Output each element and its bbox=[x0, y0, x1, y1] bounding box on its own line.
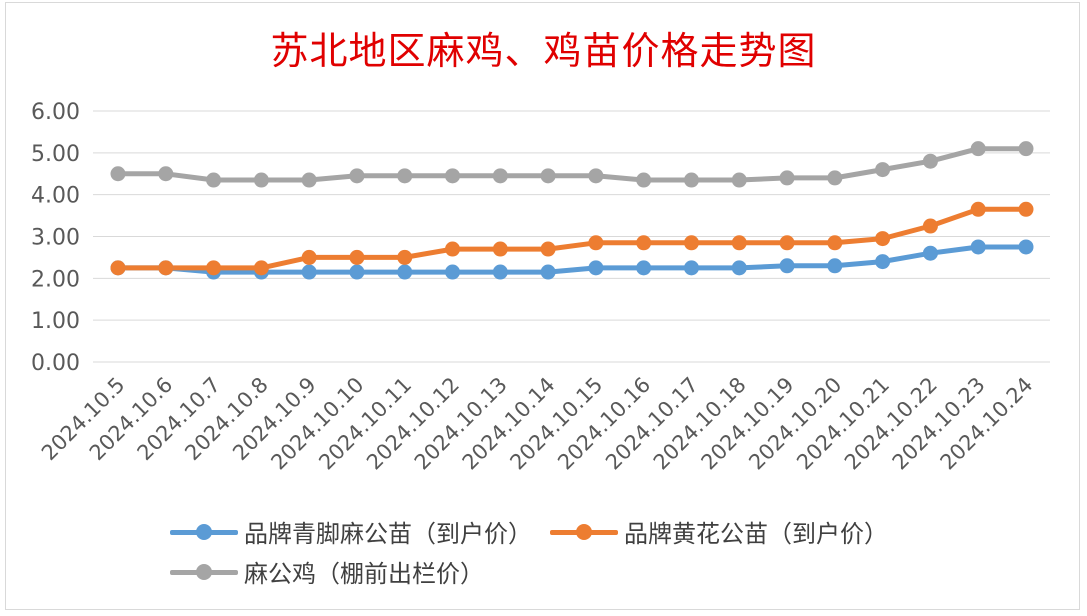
data-point bbox=[492, 264, 508, 280]
legend-marker bbox=[170, 522, 238, 542]
data-point bbox=[301, 249, 317, 265]
data-point bbox=[683, 172, 699, 188]
data-point bbox=[588, 168, 604, 184]
data-point bbox=[588, 235, 604, 251]
data-point bbox=[206, 260, 222, 276]
legend-entry-gray-rooster: 麻公鸡（棚前出栏价） bbox=[170, 554, 484, 589]
data-point bbox=[492, 241, 508, 257]
data-point bbox=[970, 201, 986, 217]
y-tick-label: 6.00 bbox=[31, 100, 80, 125]
data-point bbox=[445, 241, 461, 257]
y-tick-label: 0.00 bbox=[31, 351, 80, 376]
legend-label: 麻公鸡（棚前出栏价） bbox=[244, 560, 484, 588]
data-point bbox=[301, 264, 317, 280]
data-point bbox=[683, 260, 699, 276]
series-line-2 bbox=[115, 146, 1029, 183]
data-point bbox=[206, 172, 222, 188]
chart-frame bbox=[5, 2, 1080, 610]
data-point bbox=[253, 260, 269, 276]
y-tick-label: 4.00 bbox=[31, 184, 80, 209]
legend-label: 品牌黄花公苗（到户价） bbox=[624, 520, 888, 548]
y-axis-tick-labels: 0.00 1.00 2.00 3.00 4.00 5.00 6.00 bbox=[31, 100, 80, 376]
data-point bbox=[158, 166, 174, 182]
legend-label: 品牌青脚麻公苗（到户价） bbox=[244, 520, 532, 548]
legend-marker bbox=[170, 562, 238, 582]
data-point bbox=[731, 260, 747, 276]
chart-title: 苏北地区麻鸡、鸡苗价格走势图 bbox=[270, 29, 817, 73]
data-point bbox=[110, 166, 126, 182]
y-tick-label: 1.00 bbox=[31, 309, 80, 334]
data-point bbox=[922, 245, 938, 261]
data-point bbox=[301, 172, 317, 188]
data-point bbox=[253, 172, 269, 188]
data-point bbox=[731, 235, 747, 251]
series-line-1 bbox=[115, 206, 1029, 271]
data-point bbox=[1018, 141, 1034, 157]
data-point bbox=[827, 170, 843, 186]
data-point bbox=[636, 260, 652, 276]
data-point bbox=[158, 260, 174, 276]
data-point bbox=[397, 168, 413, 184]
data-point bbox=[397, 264, 413, 280]
x-axis-tick-labels: 2024.10.52024.10.62024.10.72024.10.82024… bbox=[37, 373, 1038, 475]
data-point bbox=[970, 239, 986, 255]
data-point bbox=[349, 249, 365, 265]
series-lines bbox=[115, 146, 1029, 275]
y-tick-label: 2.00 bbox=[31, 267, 80, 292]
data-point bbox=[1018, 201, 1034, 217]
data-point bbox=[827, 235, 843, 251]
data-point bbox=[397, 249, 413, 265]
series-points bbox=[110, 141, 1034, 280]
data-point bbox=[1018, 239, 1034, 255]
data-point bbox=[875, 254, 891, 270]
data-point bbox=[875, 231, 891, 247]
data-point bbox=[970, 141, 986, 157]
data-point bbox=[779, 258, 795, 274]
data-point bbox=[349, 168, 365, 184]
series-line-0 bbox=[115, 244, 1029, 275]
data-point bbox=[731, 172, 747, 188]
data-point bbox=[492, 168, 508, 184]
data-point bbox=[875, 162, 891, 178]
legend-marker bbox=[550, 522, 618, 542]
data-point bbox=[779, 235, 795, 251]
data-point bbox=[110, 260, 126, 276]
data-point bbox=[922, 218, 938, 234]
gridlines bbox=[93, 110, 1050, 363]
data-point bbox=[540, 264, 556, 280]
data-point bbox=[683, 235, 699, 251]
data-point bbox=[636, 172, 652, 188]
data-point bbox=[445, 264, 461, 280]
legend-entry-orange-seedling: 品牌黄花公苗（到户价） bbox=[550, 514, 888, 549]
y-tick-label: 3.00 bbox=[31, 226, 80, 251]
data-point bbox=[445, 168, 461, 184]
data-point bbox=[779, 170, 795, 186]
data-point bbox=[349, 264, 365, 280]
data-point bbox=[636, 235, 652, 251]
data-point bbox=[827, 258, 843, 274]
data-point bbox=[540, 241, 556, 257]
data-point bbox=[922, 153, 938, 169]
data-point bbox=[540, 168, 556, 184]
legend-entry-blue-seedling: 品牌青脚麻公苗（到户价） bbox=[170, 514, 532, 549]
data-point bbox=[588, 260, 604, 276]
y-tick-label: 5.00 bbox=[31, 142, 80, 167]
